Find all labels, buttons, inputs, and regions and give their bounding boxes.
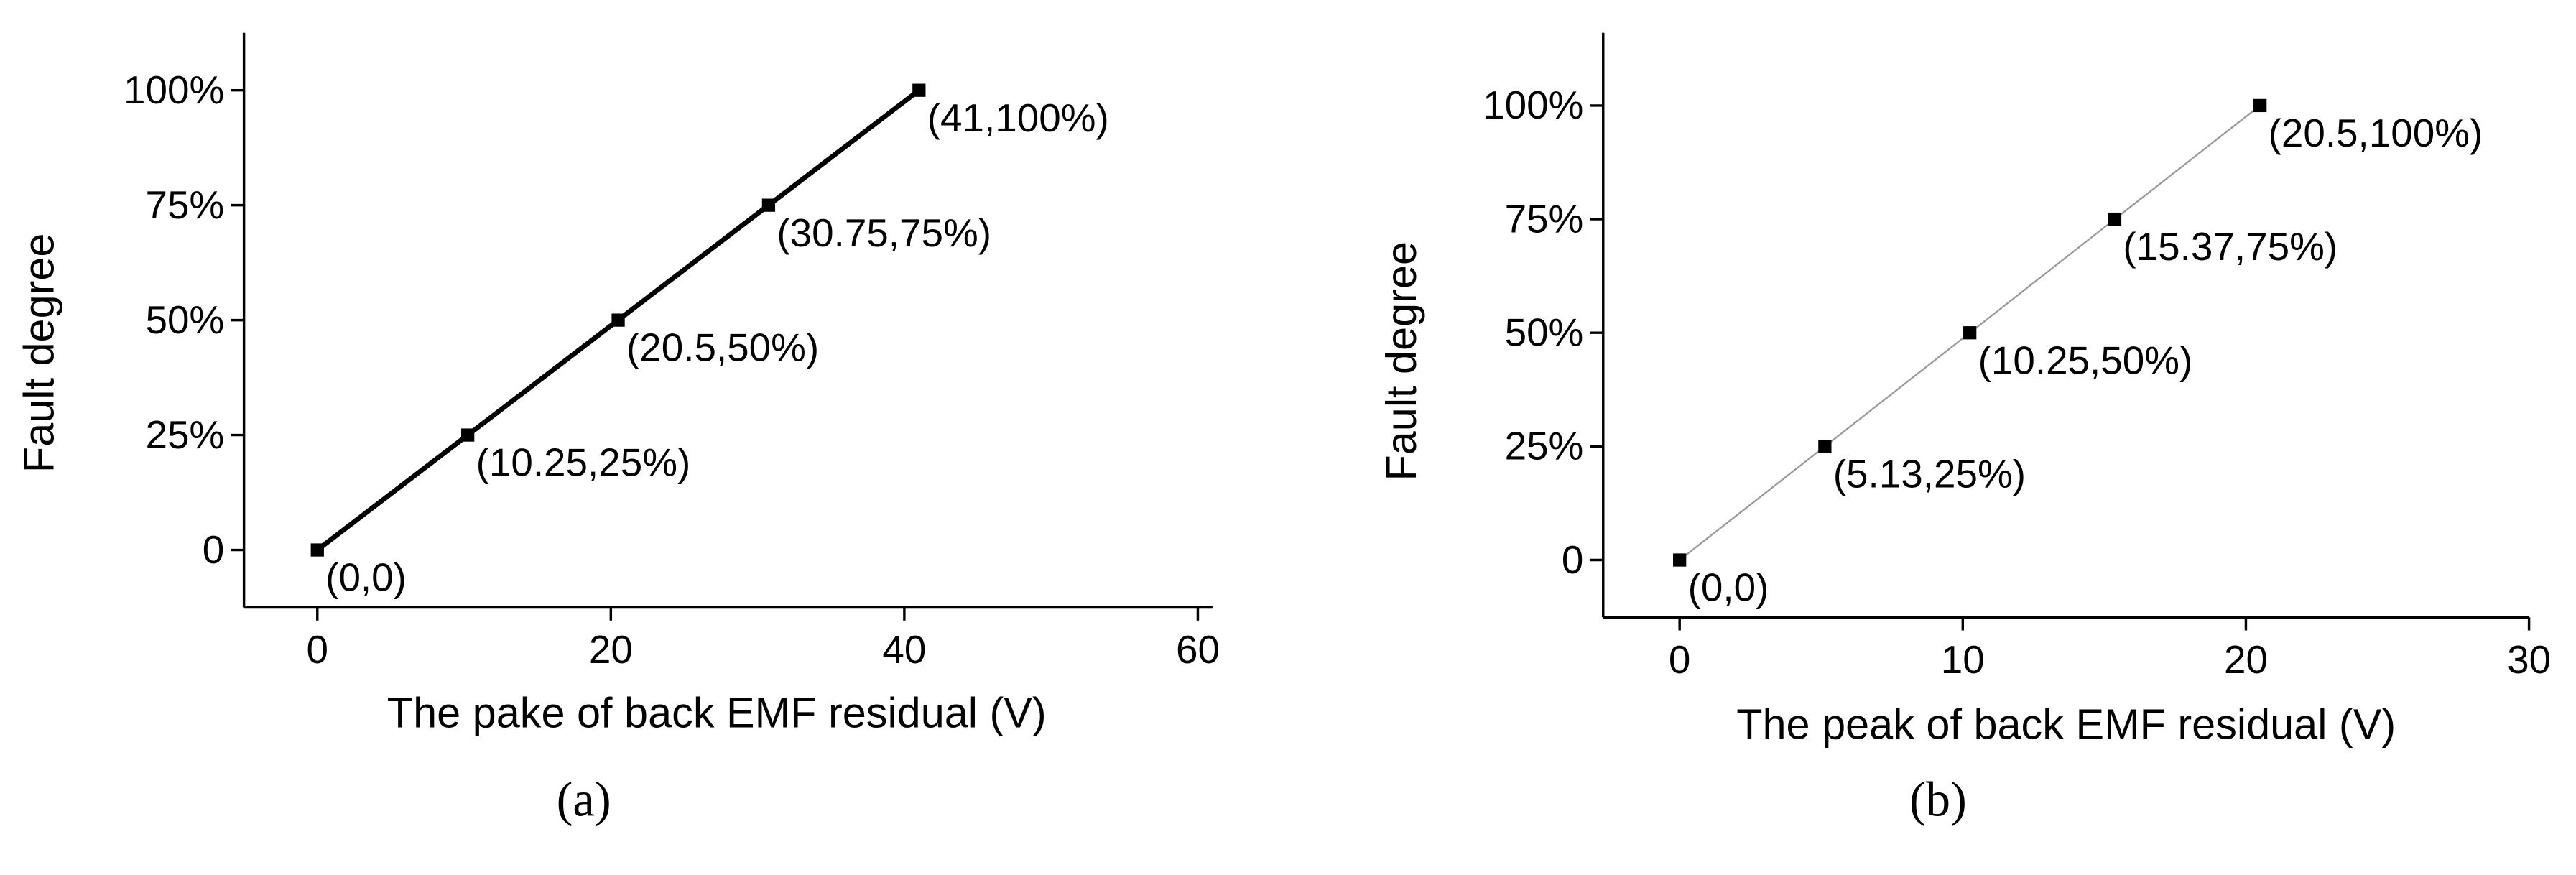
x-axis-title: The pake of back EMF residual (V) xyxy=(387,688,1047,736)
data-label: (20.5,50%) xyxy=(626,325,819,370)
y-tick-label: 100% xyxy=(1483,83,1583,127)
marker xyxy=(461,428,475,442)
y-tick-label: 50% xyxy=(145,297,224,342)
y-tick-label: 0 xyxy=(203,527,225,572)
y-tick-label: 25% xyxy=(145,412,224,457)
data-label: (20.5,100%) xyxy=(2269,111,2483,155)
caption: (b) xyxy=(1909,772,1967,827)
marker xyxy=(1818,440,1832,453)
x-tick-label: 30 xyxy=(2507,637,2551,682)
y-axis-title: Fault degree xyxy=(1377,241,1425,481)
y-tick-label: 100% xyxy=(124,68,224,112)
data-label: (10.25,25%) xyxy=(476,440,691,485)
y-tick-label: 0 xyxy=(1562,537,1584,582)
y-tick-label: 75% xyxy=(145,182,224,227)
data-label: (30.75,75%) xyxy=(777,210,991,255)
marker xyxy=(1673,553,1687,567)
y-axis-title: Fault degree xyxy=(15,233,63,473)
y-tick-label: 25% xyxy=(1505,424,1584,468)
x-tick-label: 0 xyxy=(307,627,329,672)
data-label: (5.13,25%) xyxy=(1833,451,2026,496)
data-label: (15.37,75%) xyxy=(2123,224,2338,269)
marker xyxy=(611,313,625,327)
y-tick-label: 75% xyxy=(1505,196,1584,241)
data-label: (41,100%) xyxy=(927,96,1109,140)
data-label: (0,0) xyxy=(325,555,407,600)
data-label: (0,0) xyxy=(1688,565,1769,610)
x-tick-label: 20 xyxy=(2224,637,2268,682)
x-tick-label: 40 xyxy=(882,627,926,672)
caption: (a) xyxy=(557,772,611,827)
marker xyxy=(310,543,324,557)
data-label: (10.25,50%) xyxy=(1978,338,2193,382)
x-axis-title: The peak of back EMF residual (V) xyxy=(1736,700,2396,748)
marker xyxy=(912,83,926,97)
y-tick-label: 50% xyxy=(1505,310,1584,355)
x-tick-label: 60 xyxy=(1176,627,1220,672)
marker xyxy=(761,198,776,212)
x-tick-label: 20 xyxy=(589,627,633,672)
marker xyxy=(2253,98,2267,113)
marker xyxy=(2108,212,2122,226)
x-tick-label: 0 xyxy=(1669,637,1691,682)
x-tick-label: 10 xyxy=(1941,637,1985,682)
marker xyxy=(1963,326,1977,340)
